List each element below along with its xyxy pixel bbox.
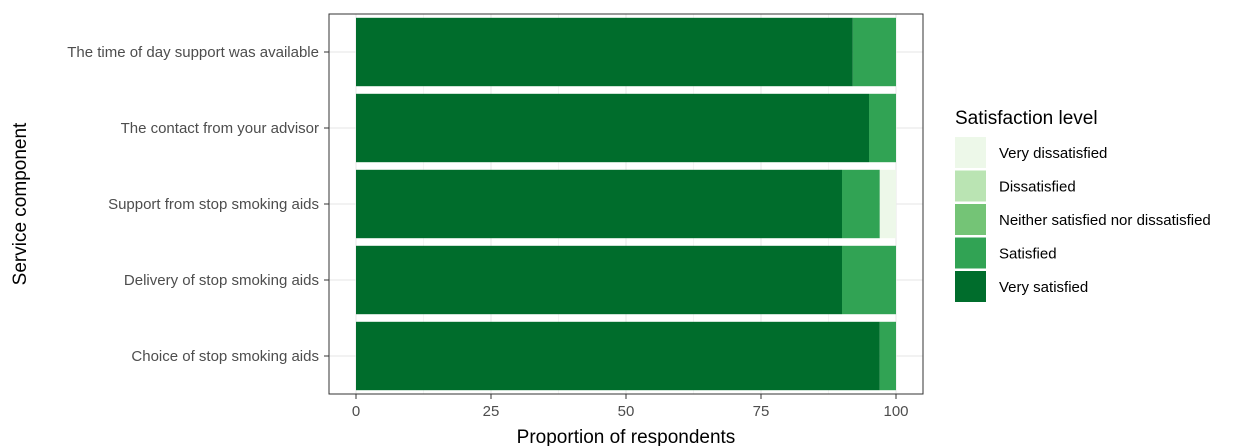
x-axis: 0 25 50 75 100 — [352, 394, 909, 420]
bar-segment — [842, 245, 896, 315]
bar-segment — [356, 321, 880, 391]
legend-label: Neither satisfied nor dissatisfied — [999, 212, 1211, 229]
bar-segment — [852, 17, 896, 87]
y-tick-label: Choice of stop smoking aids — [131, 348, 319, 365]
legend-label: Dissatisfied — [999, 179, 1076, 196]
y-tick-label: Delivery of stop smoking aids — [124, 272, 319, 289]
legend-key — [955, 204, 986, 235]
bar-segment — [842, 169, 880, 239]
bar-segment — [869, 93, 896, 163]
x-tick-label: 100 — [883, 403, 908, 420]
y-tick-label: The contact from your advisor — [121, 120, 319, 137]
legend-label: Very dissatisfied — [999, 145, 1107, 162]
legend-key — [955, 137, 986, 168]
y-axis-title: Service component — [10, 122, 31, 285]
legend: Satisfaction level Very dissatisfied Diss… — [955, 108, 1211, 302]
x-tick-label: 0 — [352, 403, 360, 420]
legend-key — [955, 271, 986, 302]
x-axis-title: Proportion of respondents — [517, 427, 736, 446]
bar-segment — [879, 169, 896, 239]
x-tick-label: 50 — [618, 403, 635, 420]
x-tick-label: 75 — [753, 403, 770, 420]
bar-segment — [356, 17, 853, 87]
bar-segment — [356, 245, 842, 315]
bar-segment — [356, 93, 869, 163]
legend-label: Satisfied — [999, 246, 1057, 263]
bars — [356, 17, 896, 391]
legend-title: Satisfaction level — [955, 108, 1098, 129]
legend-label: Very satisfied — [999, 279, 1088, 296]
bar-segment — [356, 169, 842, 239]
y-tick-label: Support from stop smoking aids — [108, 196, 319, 213]
bar-segment — [879, 321, 896, 391]
legend-key — [955, 170, 986, 202]
legend-key — [955, 237, 986, 269]
y-tick-label: The time of day support was available — [67, 44, 319, 61]
y-axis: The time of day support was available The… — [67, 44, 329, 365]
x-tick-label: 25 — [483, 403, 500, 420]
